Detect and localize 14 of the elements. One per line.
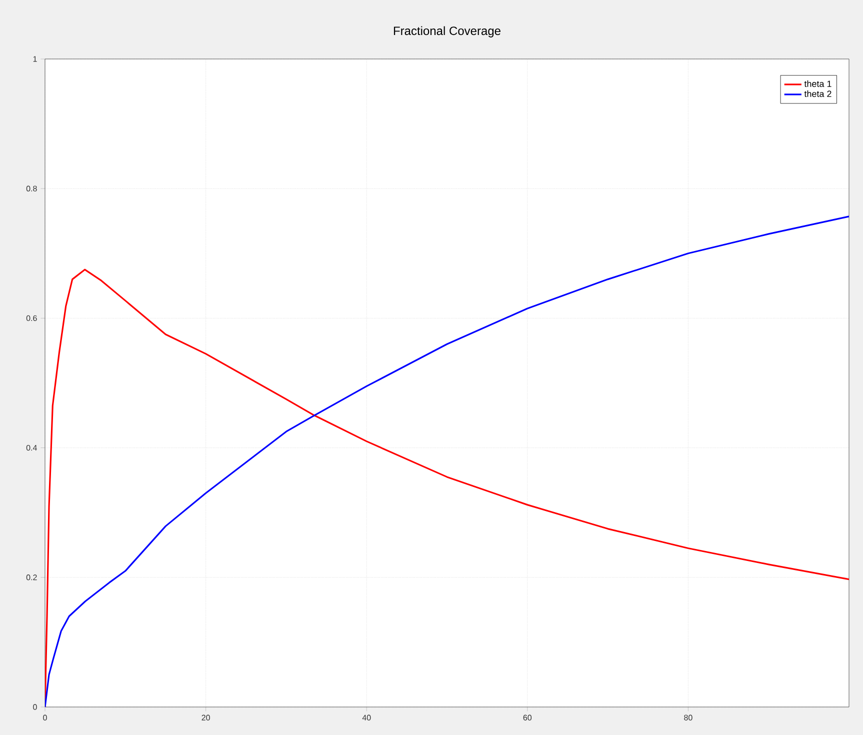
x-tick-label: 20 — [202, 714, 210, 720]
legend-label: theta 2 — [804, 90, 832, 98]
y-tick-label: 0 — [33, 704, 37, 710]
legend-label: theta 1 — [804, 80, 832, 87]
x-tick-label: 0 — [43, 714, 47, 720]
y-tick-label: 0.2 — [26, 574, 37, 580]
x-tick-label: 60 — [523, 714, 532, 720]
y-tick-label: 0.6 — [26, 315, 37, 322]
y-tick-label: 0.4 — [26, 444, 37, 451]
chart-title: Fractional Coverage — [394, 26, 500, 38]
y-tick-label: 0.8 — [26, 186, 37, 192]
x-tick-label: 80 — [684, 714, 692, 720]
x-tick-label: 40 — [362, 714, 371, 720]
y-tick-label: 1 — [33, 56, 37, 62]
